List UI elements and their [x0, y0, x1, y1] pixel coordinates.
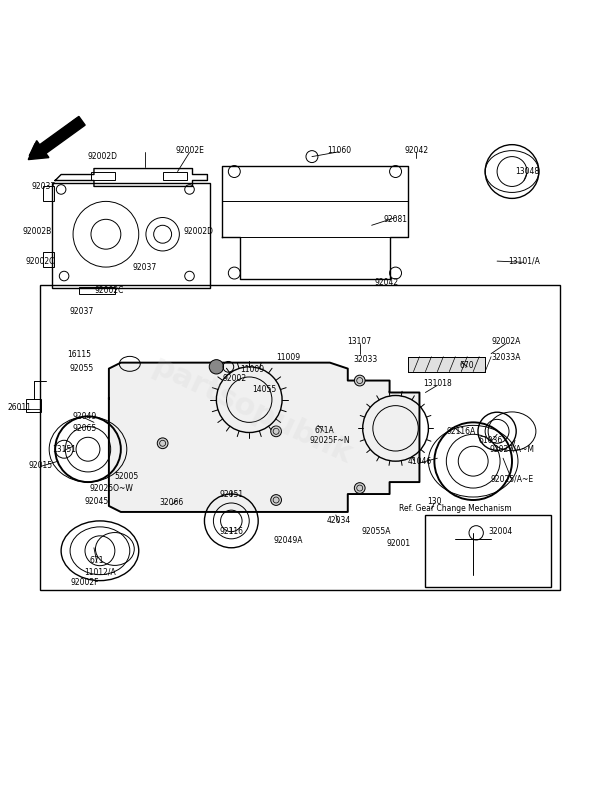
- Text: 42034: 42034: [326, 517, 351, 525]
- Circle shape: [157, 438, 168, 449]
- Text: 92042: 92042: [374, 278, 398, 287]
- Text: 92025F~N: 92025F~N: [310, 436, 350, 445]
- Text: 92116A: 92116A: [446, 427, 476, 436]
- Text: 13107: 13107: [347, 338, 372, 346]
- Text: 92037: 92037: [31, 182, 55, 191]
- Text: 92015: 92015: [28, 461, 52, 470]
- Text: 92037: 92037: [133, 263, 157, 272]
- Text: 32066: 32066: [160, 498, 184, 507]
- Text: 92055A: 92055A: [362, 527, 391, 535]
- Text: 11009: 11009: [240, 365, 264, 374]
- Text: 11012/A: 11012/A: [84, 568, 116, 576]
- Text: 26011: 26011: [7, 403, 31, 412]
- Bar: [425, 515, 551, 586]
- Text: 92002B: 92002B: [23, 227, 52, 236]
- Bar: [407, 356, 485, 371]
- Text: 92002F: 92002F: [71, 578, 99, 587]
- Text: 92025/A~E: 92025/A~E: [490, 475, 533, 484]
- Text: 92116: 92116: [220, 528, 244, 536]
- Text: 92027/A~M: 92027/A~M: [490, 445, 535, 454]
- Text: 11060: 11060: [327, 146, 351, 155]
- Circle shape: [355, 483, 365, 494]
- Text: 92065: 92065: [73, 424, 97, 433]
- Text: 13101/A: 13101/A: [508, 257, 540, 265]
- Text: 11009: 11009: [276, 353, 300, 363]
- Text: 32033A: 32033A: [491, 353, 521, 363]
- Bar: [26, 399, 41, 412]
- Text: 92002E: 92002E: [175, 146, 204, 155]
- Circle shape: [355, 375, 365, 386]
- Text: 92002: 92002: [222, 374, 247, 383]
- Text: 92001: 92001: [386, 539, 410, 547]
- Text: 92002C: 92002C: [94, 287, 124, 295]
- Text: 670: 670: [460, 361, 475, 370]
- Bar: [43, 187, 54, 202]
- Bar: [163, 172, 187, 181]
- Text: 92025O~W: 92025O~W: [90, 484, 134, 492]
- Text: 671: 671: [89, 557, 104, 565]
- Text: 92002C: 92002C: [26, 257, 55, 265]
- Text: 32033: 32033: [353, 355, 378, 364]
- Text: 92042: 92042: [404, 146, 428, 155]
- Text: 32004: 32004: [488, 527, 512, 535]
- Text: 13151: 13151: [52, 445, 76, 454]
- Text: 13048: 13048: [515, 167, 539, 176]
- Text: 92002D: 92002D: [184, 227, 214, 236]
- Bar: [79, 287, 115, 294]
- Text: 92049: 92049: [73, 412, 97, 421]
- Text: 92002A: 92002A: [491, 338, 521, 346]
- Text: 92051: 92051: [219, 490, 244, 498]
- Text: 61036: 61036: [479, 436, 503, 445]
- Text: 41046: 41046: [407, 457, 431, 466]
- Text: 92045: 92045: [85, 497, 109, 506]
- Polygon shape: [109, 363, 419, 512]
- Text: 14055: 14055: [252, 385, 276, 394]
- Bar: [40, 285, 560, 590]
- Circle shape: [209, 360, 224, 374]
- Bar: [43, 252, 54, 267]
- Text: 92002D: 92002D: [88, 152, 118, 161]
- Text: partsopublik: partsopublik: [148, 352, 357, 469]
- Bar: [91, 172, 115, 181]
- Text: 92037: 92037: [70, 308, 94, 316]
- Text: Ref. Gear Change Mechanism: Ref. Gear Change Mechanism: [399, 505, 512, 513]
- FancyArrow shape: [28, 116, 85, 159]
- Text: 92081: 92081: [383, 215, 407, 224]
- Circle shape: [271, 426, 281, 436]
- Text: 52005: 52005: [115, 472, 139, 480]
- Text: 130: 130: [427, 497, 442, 506]
- Text: 671A: 671A: [314, 425, 334, 435]
- Bar: [52, 184, 211, 288]
- Text: 92055: 92055: [70, 364, 94, 373]
- Circle shape: [271, 495, 281, 506]
- Text: 92049A: 92049A: [274, 536, 303, 545]
- Text: 16115: 16115: [67, 350, 91, 360]
- Text: 131018: 131018: [423, 379, 452, 388]
